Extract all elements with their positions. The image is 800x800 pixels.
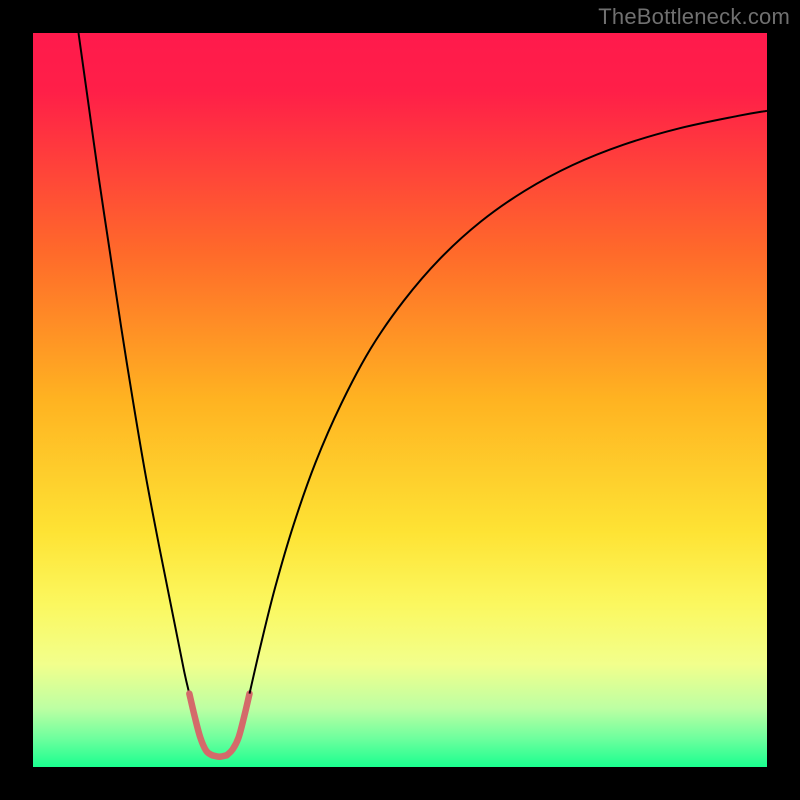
curve-bottleneck-valley-left: [189, 694, 212, 756]
chart-stage: TheBottleneck.com: [0, 0, 800, 800]
curve-bottleneck-valley-right: [227, 694, 250, 756]
curve-bottleneck-left: [79, 33, 190, 694]
plot-area: [33, 33, 767, 767]
curve-bottleneck-right: [250, 111, 767, 694]
watermark-text: TheBottleneck.com: [598, 4, 790, 30]
curves-layer: [33, 33, 767, 767]
